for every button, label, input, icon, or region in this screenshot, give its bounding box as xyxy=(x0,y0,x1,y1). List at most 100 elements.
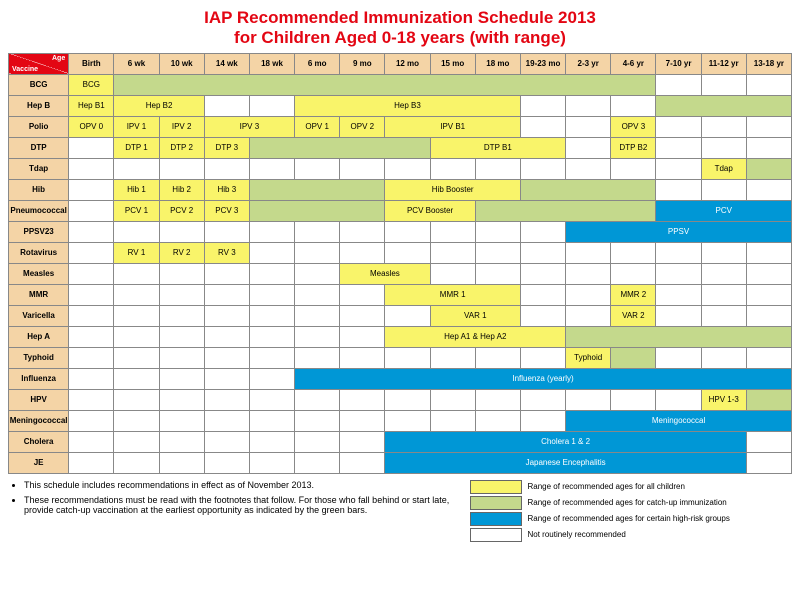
schedule-cell xyxy=(114,347,159,368)
schedule-cell xyxy=(159,221,204,242)
vaccine-name: Cholera xyxy=(9,431,69,452)
schedule-cell xyxy=(340,410,385,431)
schedule-cell xyxy=(746,305,791,326)
schedule-cell xyxy=(295,326,340,347)
schedule-cell xyxy=(566,95,611,116)
schedule-cell xyxy=(159,305,204,326)
schedule-cell xyxy=(204,95,249,116)
vaccine-name: BCG xyxy=(9,74,69,95)
schedule-cell: BCG xyxy=(69,74,114,95)
schedule-cell xyxy=(340,284,385,305)
schedule-cell: OPV 3 xyxy=(611,116,656,137)
schedule-cell xyxy=(385,410,430,431)
schedule-cell xyxy=(430,389,475,410)
schedule-cell xyxy=(746,137,791,158)
schedule-cell xyxy=(520,305,565,326)
schedule-cell xyxy=(430,347,475,368)
schedule-cell: PPSV xyxy=(566,221,792,242)
schedule-cell: DTP 3 xyxy=(204,137,249,158)
age-header: 15 mo xyxy=(430,53,475,74)
schedule-cell xyxy=(611,389,656,410)
schedule-cell xyxy=(701,242,746,263)
schedule-cell: Measles xyxy=(340,263,430,284)
schedule-cell xyxy=(159,326,204,347)
schedule-cell xyxy=(566,305,611,326)
schedule-cell xyxy=(69,326,114,347)
schedule-cell xyxy=(746,179,791,200)
schedule-cell: Hib 1 xyxy=(114,179,159,200)
schedule-cell xyxy=(385,242,430,263)
schedule-cell xyxy=(204,158,249,179)
schedule-cell xyxy=(656,137,701,158)
schedule-cell xyxy=(249,284,294,305)
legend-swatch xyxy=(470,480,522,494)
schedule-cell xyxy=(656,263,701,284)
schedule-cell xyxy=(204,452,249,473)
schedule-cell xyxy=(475,200,656,221)
vaccine-name: Hep A xyxy=(9,326,69,347)
schedule-cell xyxy=(69,368,114,389)
schedule-cell xyxy=(340,326,385,347)
schedule-cell: OPV 0 xyxy=(69,116,114,137)
vaccine-row: Measles Measles xyxy=(9,263,792,284)
vaccine-name: Measles xyxy=(9,263,69,284)
schedule-cell xyxy=(114,368,159,389)
schedule-cell: PCV 1 xyxy=(114,200,159,221)
schedule-cell xyxy=(295,389,340,410)
schedule-cell xyxy=(249,326,294,347)
schedule-cell xyxy=(249,389,294,410)
legend-swatch xyxy=(470,512,522,526)
schedule-cell xyxy=(249,200,385,221)
schedule-cell: DTP 2 xyxy=(159,137,204,158)
schedule-cell: Hib Booster xyxy=(385,179,521,200)
age-header: 6 mo xyxy=(295,53,340,74)
schedule-cell: RV 2 xyxy=(159,242,204,263)
legend-row: Range of recommended ages for all childr… xyxy=(470,480,793,494)
schedule-cell: MMR 2 xyxy=(611,284,656,305)
schedule-cell xyxy=(69,452,114,473)
schedule-cell: IPV B1 xyxy=(385,116,521,137)
age-header: 6 wk xyxy=(114,53,159,74)
schedule-cell: Hep A1 & Hep A2 xyxy=(385,326,566,347)
vaccine-name: Pneumococcal xyxy=(9,200,69,221)
schedule-cell xyxy=(385,389,430,410)
schedule-cell xyxy=(295,242,340,263)
vaccine-name: Hep B xyxy=(9,95,69,116)
schedule-cell: Typhoid xyxy=(566,347,611,368)
schedule-cell xyxy=(114,263,159,284)
schedule-cell xyxy=(656,389,701,410)
schedule-cell xyxy=(295,158,340,179)
vaccine-name: Tdap xyxy=(9,158,69,179)
schedule-cell xyxy=(475,158,520,179)
schedule-cell xyxy=(746,242,791,263)
schedule-cell xyxy=(159,431,204,452)
schedule-cell xyxy=(701,284,746,305)
schedule-cell xyxy=(69,389,114,410)
schedule-cell: Influenza (yearly) xyxy=(295,368,792,389)
legend-label: Range of recommended ages for certain hi… xyxy=(528,514,730,523)
schedule-cell xyxy=(114,158,159,179)
legend-swatch xyxy=(470,496,522,510)
vaccine-row: Typhoid Typhoid xyxy=(9,347,792,368)
schedule-cell xyxy=(249,452,294,473)
legend-label: Range of recommended ages for all childr… xyxy=(528,482,685,491)
age-header: 13-18 yr xyxy=(746,53,791,74)
schedule-cell xyxy=(69,284,114,305)
schedule-cell xyxy=(249,95,294,116)
vaccine-row: MMRMMR 1MMR 2 xyxy=(9,284,792,305)
schedule-cell xyxy=(430,263,475,284)
schedule-cell xyxy=(701,305,746,326)
age-header: 11-12 yr xyxy=(701,53,746,74)
schedule-cell: IPV 2 xyxy=(159,116,204,137)
schedule-cell xyxy=(159,263,204,284)
schedule-cell xyxy=(204,368,249,389)
schedule-cell: IPV 1 xyxy=(114,116,159,137)
schedule-cell xyxy=(249,242,294,263)
schedule-cell xyxy=(430,221,475,242)
schedule-cell xyxy=(520,158,565,179)
vaccine-name: Typhoid xyxy=(9,347,69,368)
schedule-cell xyxy=(520,116,565,137)
schedule-cell xyxy=(566,116,611,137)
vaccine-row: PPSV23PPSV xyxy=(9,221,792,242)
schedule-cell xyxy=(430,242,475,263)
